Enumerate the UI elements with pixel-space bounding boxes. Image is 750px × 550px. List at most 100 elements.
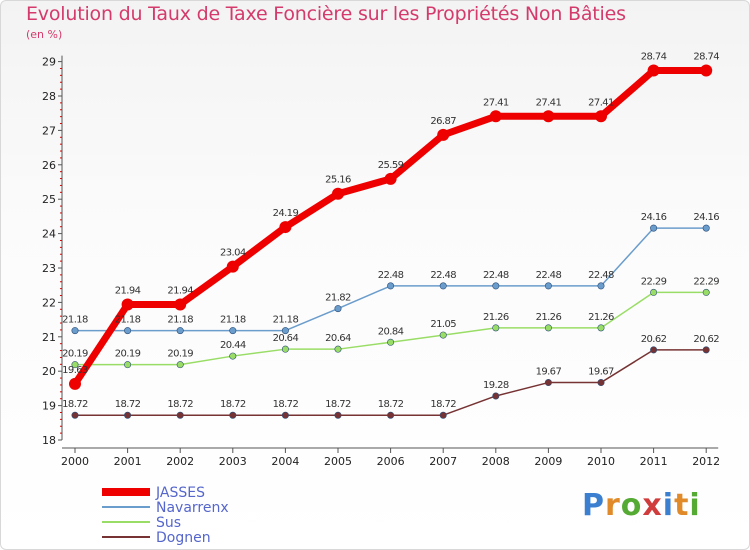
data-label: 22.29: [641, 276, 667, 287]
data-label: 27.41: [483, 97, 509, 108]
x-tick-label: 2005: [324, 455, 352, 468]
y-tick-label: 22: [42, 296, 56, 309]
data-label: 18.72: [325, 399, 351, 410]
data-label: 22.48: [378, 270, 404, 281]
data-point: [229, 327, 237, 335]
data-point: [439, 282, 447, 290]
data-point: [597, 282, 605, 290]
data-label: 22.48: [483, 270, 509, 281]
data-label: 27.41: [536, 97, 562, 108]
data-point: [384, 172, 397, 185]
data-point: [71, 411, 79, 419]
legend-label-sus: Sus: [156, 515, 181, 531]
data-point: [334, 345, 342, 353]
logo-letter: t: [674, 488, 690, 523]
x-tick-label: 2003: [219, 455, 247, 468]
data-point: [647, 64, 660, 77]
data-point: [702, 288, 710, 296]
data-label: 27.41: [588, 97, 614, 108]
data-point: [71, 361, 79, 369]
data-point: [437, 128, 450, 141]
data-point: [650, 346, 658, 354]
data-label: 25.16: [325, 175, 351, 186]
data-label: 24.16: [641, 212, 667, 223]
data-point: [489, 110, 502, 123]
data-label: 22.29: [693, 276, 719, 287]
y-tick-label: 24: [42, 228, 56, 241]
logo-letter: x: [642, 488, 663, 523]
data-label: 20.64: [325, 333, 351, 344]
data-label: 25.59: [378, 160, 404, 171]
data-point: [334, 305, 342, 313]
data-label: 21.26: [536, 312, 562, 323]
data-point: [439, 331, 447, 339]
data-point: [544, 282, 552, 290]
data-point: [597, 324, 605, 332]
chart-title: Evolution du Taux de Taxe Foncière sur l…: [26, 3, 626, 25]
x-tick-label: 2004: [271, 455, 299, 468]
data-point: [174, 298, 187, 311]
x-tick-label: 2006: [377, 455, 405, 468]
data-point: [387, 411, 395, 419]
data-point: [492, 324, 500, 332]
data-point: [229, 411, 237, 419]
legend-label-jasses: JASSES: [155, 485, 205, 501]
y-tick-label: 18: [42, 434, 56, 447]
data-label: 24.19: [273, 208, 299, 219]
data-label: 22.48: [430, 270, 456, 281]
data-label: 18.72: [430, 399, 456, 410]
logo-letter: i: [689, 488, 701, 523]
data-label: 21.94: [167, 285, 193, 296]
data-label: 18.72: [115, 399, 141, 410]
data-label: 18.72: [220, 399, 246, 410]
data-label: 18.72: [273, 399, 299, 410]
legend-label-navarrenx: Navarrenx: [156, 500, 229, 516]
proxiti-logo: Proxiti: [582, 488, 701, 523]
data-point: [492, 392, 500, 400]
data-point: [281, 411, 289, 419]
legend-label-dognen: Dognen: [156, 530, 211, 546]
data-label: 18.72: [62, 399, 88, 410]
data-label: 20.64: [273, 333, 299, 344]
x-tick-label: 2001: [114, 455, 142, 468]
data-label: 20.62: [641, 334, 667, 345]
data-point: [279, 221, 292, 234]
x-tick-label: 2000: [61, 455, 89, 468]
data-point: [176, 411, 184, 419]
data-label: 28.74: [693, 52, 719, 63]
y-tick-label: 28: [42, 90, 56, 103]
data-point: [650, 288, 658, 296]
data-label: 23.04: [220, 248, 246, 259]
y-tick-label: 23: [42, 262, 56, 275]
x-tick-label: 2009: [534, 455, 562, 468]
y-tick-label: 26: [42, 159, 56, 172]
data-point: [229, 352, 237, 360]
y-tick-label: 27: [42, 124, 56, 137]
data-point: [597, 379, 605, 387]
data-point: [281, 345, 289, 353]
logo-letter: i: [662, 488, 675, 523]
data-point: [226, 260, 239, 273]
data-point: [544, 379, 552, 387]
y-tick-label: 20: [42, 365, 56, 378]
y-tick-label: 25: [42, 193, 56, 206]
data-label: 21.26: [483, 312, 509, 323]
data-point: [124, 411, 132, 419]
x-tick-label: 2010: [587, 455, 615, 468]
data-label: 28.74: [641, 52, 667, 63]
data-label: 19.28: [483, 380, 509, 391]
x-tick-label: 2007: [429, 455, 457, 468]
data-point: [124, 361, 132, 369]
data-label: 19.63: [62, 365, 88, 376]
data-label: 20.44: [220, 340, 246, 351]
data-point: [702, 224, 710, 232]
data-label: 24.16: [693, 212, 719, 223]
data-point: [387, 338, 395, 346]
logo-letter: P: [582, 488, 605, 523]
y-tick-label: 21: [42, 331, 56, 344]
series-lines: [69, 64, 713, 419]
data-point: [387, 282, 395, 290]
data-labels: 19.63 21.94 21.94 23.04 24.19 25.16 25.59 26.87…: [62, 52, 720, 411]
